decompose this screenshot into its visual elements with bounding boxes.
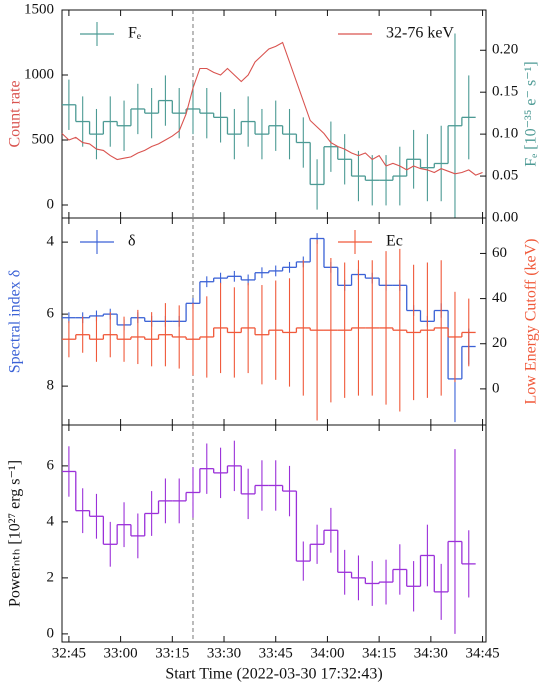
y-axis-label: Powerₙₜₕ [10²⁷ erg s⁻¹] [7,460,24,607]
step-connector [75,100,463,185]
step-connector [75,465,463,592]
y-tick-label: 0 [47,196,55,212]
y2-tick-label: 0.20 [492,42,518,58]
legend-label: δ [128,233,136,250]
legend-label: 32-76 keV [386,25,454,42]
x-tick-label: 34:30 [414,645,448,661]
y-tick-label: 0 [47,625,55,641]
x-axis-label: Start Time (2022-03-30 17:32:43) [165,666,382,683]
y-tick-label: 6 [47,306,55,322]
x-tick-label: 34:00 [310,645,344,661]
x-tick-label: 34:45 [465,645,499,661]
y2-axis-label: Low Energy Cutoff (keV) [523,238,540,404]
y-tick-label: 2 [47,569,55,585]
y2-axis-label: Fₑ [10⁻³⁵ e⁻ s⁻¹] [523,61,540,167]
x-tick-label: 32:45 [52,645,86,661]
y-tick-label: 1500 [24,1,54,17]
x-tick-label: 34:15 [362,645,396,661]
x-tick-label: 33:30 [207,645,241,661]
y2-tick-label: 0.05 [492,168,518,184]
y2-tick-label: 0 [492,380,500,396]
y2-tick-label: 0.10 [492,126,518,142]
plot-frame [61,424,487,643]
y-tick-label: 6 [47,457,55,473]
y-tick-label: 4 [47,513,55,529]
y-tick-label: 500 [32,131,55,147]
y2-tick-label: 0.00 [492,209,518,225]
x-tick-label: 33:00 [104,645,138,661]
x-tick-label: 33:45 [259,645,293,661]
y-axis-label: Count rate [7,80,24,147]
y-axis-label: Spectral index δ [7,270,24,374]
y2-tick-label: 20 [492,335,507,351]
x-tick-label: 33:15 [155,645,189,661]
legend-label: Ec [386,233,403,250]
y-tick-label: 1000 [24,66,54,82]
y2-tick-label: 40 [492,290,507,306]
y2-tick-label: 60 [492,245,507,261]
y-tick-label: 8 [47,378,55,394]
count-rate-line [61,41,483,176]
y-tick-label: 4 [47,234,55,250]
y2-tick-label: 0.15 [492,84,518,100]
legend-label: Fₑ [128,25,141,42]
step-connector [88,238,463,379]
